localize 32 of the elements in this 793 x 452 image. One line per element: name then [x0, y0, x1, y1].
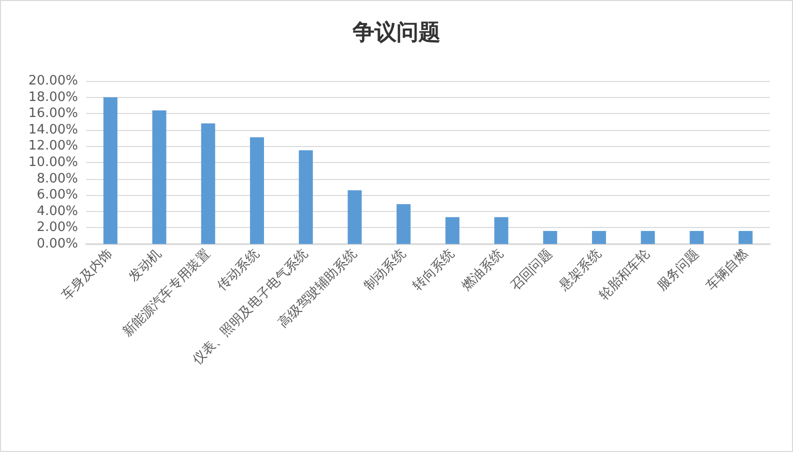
x-tick-label: 发动机 — [126, 246, 165, 285]
bar — [640, 230, 655, 244]
bar — [690, 230, 704, 244]
x-tick-label: 车辆自燃 — [704, 246, 751, 294]
x-tick-label: 制动系统 — [362, 246, 409, 294]
bar — [738, 230, 753, 244]
bar — [201, 123, 216, 244]
y-tick-label: 6.00% — [36, 188, 78, 203]
chart-title: 争议问题 — [352, 20, 440, 46]
bar — [298, 150, 313, 244]
x-tick-label: 服务问题 — [654, 246, 702, 294]
bar — [592, 230, 606, 244]
x-tick-label: 燃油系统 — [459, 246, 507, 294]
bar — [348, 190, 362, 244]
bar — [103, 97, 118, 244]
y-tick-label: 12.00% — [28, 138, 78, 154]
x-tick-label: 召回问题 — [508, 246, 556, 294]
y-tick-label: 2.00% — [36, 220, 78, 236]
bar — [494, 217, 508, 244]
x-tick-label: 转向系统 — [410, 246, 458, 294]
bar — [543, 230, 558, 244]
y-tick-label: 8.00% — [36, 171, 78, 186]
bar — [250, 137, 264, 244]
bar — [396, 204, 411, 244]
y-tick-label: 16.00% — [28, 106, 78, 122]
y-tick-label: 10.00% — [28, 155, 78, 170]
y-tick-label: 4.00% — [36, 204, 78, 219]
bar — [152, 110, 166, 244]
y-tick-label: 14.00% — [28, 122, 78, 138]
bar — [445, 217, 460, 244]
y-tick-label: 18.00% — [28, 90, 78, 105]
y-tick-label: 20.00% — [28, 74, 78, 88]
